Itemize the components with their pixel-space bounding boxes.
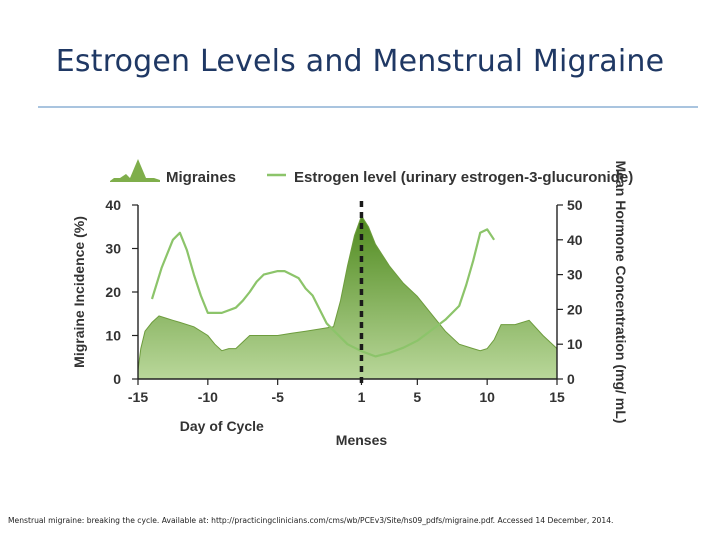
citation-footnote: Menstrual migraine: breaking the cycle. … [8,516,614,525]
x-tick-label: 10 [479,389,495,405]
chart-legend: Migraines Estrogen level (urinary estrog… [110,159,633,186]
y-left-tick-label: 20 [105,284,121,300]
legend-migraines-label: Migraines [166,169,236,186]
y-axis-left-label: Migraine Incidence (%) [71,216,87,368]
menses-annotation: Menses [336,432,388,448]
x-tick-label: -10 [198,389,218,405]
y-axis-right-label: Mean Hormone Concentration (mg/ mL) [613,161,629,424]
x-tick-label: -15 [128,389,148,405]
y-right-tick-label: 0 [567,371,575,387]
x-tick-label: -5 [271,389,284,405]
legend-migraines-swatch [110,159,160,182]
y-right-tick-label: 50 [567,197,583,213]
series-estrogen-line [150,228,496,358]
y-right-tick-label: 30 [567,267,583,283]
slide-title: Estrogen Levels and Menstrual Migraine [55,44,665,79]
x-axis-label: Day of Cycle [180,418,264,434]
x-tick-label: 5 [413,389,421,405]
chart: Migraines Estrogen level (urinary estrog… [54,145,654,455]
series-migraines-area [137,214,558,380]
y-right-tick-label: 10 [567,336,583,352]
y-left-tick-label: 0 [113,371,121,387]
y-right-tick-label: 20 [567,301,583,317]
y-left-tick-label: 30 [105,241,121,257]
x-tick-label: 1 [358,389,366,405]
y-right-tick-label: 40 [567,232,583,248]
x-tick-label: 15 [549,389,565,405]
title-divider [38,106,698,108]
legend-estrogen-label: Estrogen level (urinary estrogen-3-glucu… [294,169,633,186]
y-left-tick-label: 10 [105,328,121,344]
y-left-tick-label: 40 [105,197,121,213]
